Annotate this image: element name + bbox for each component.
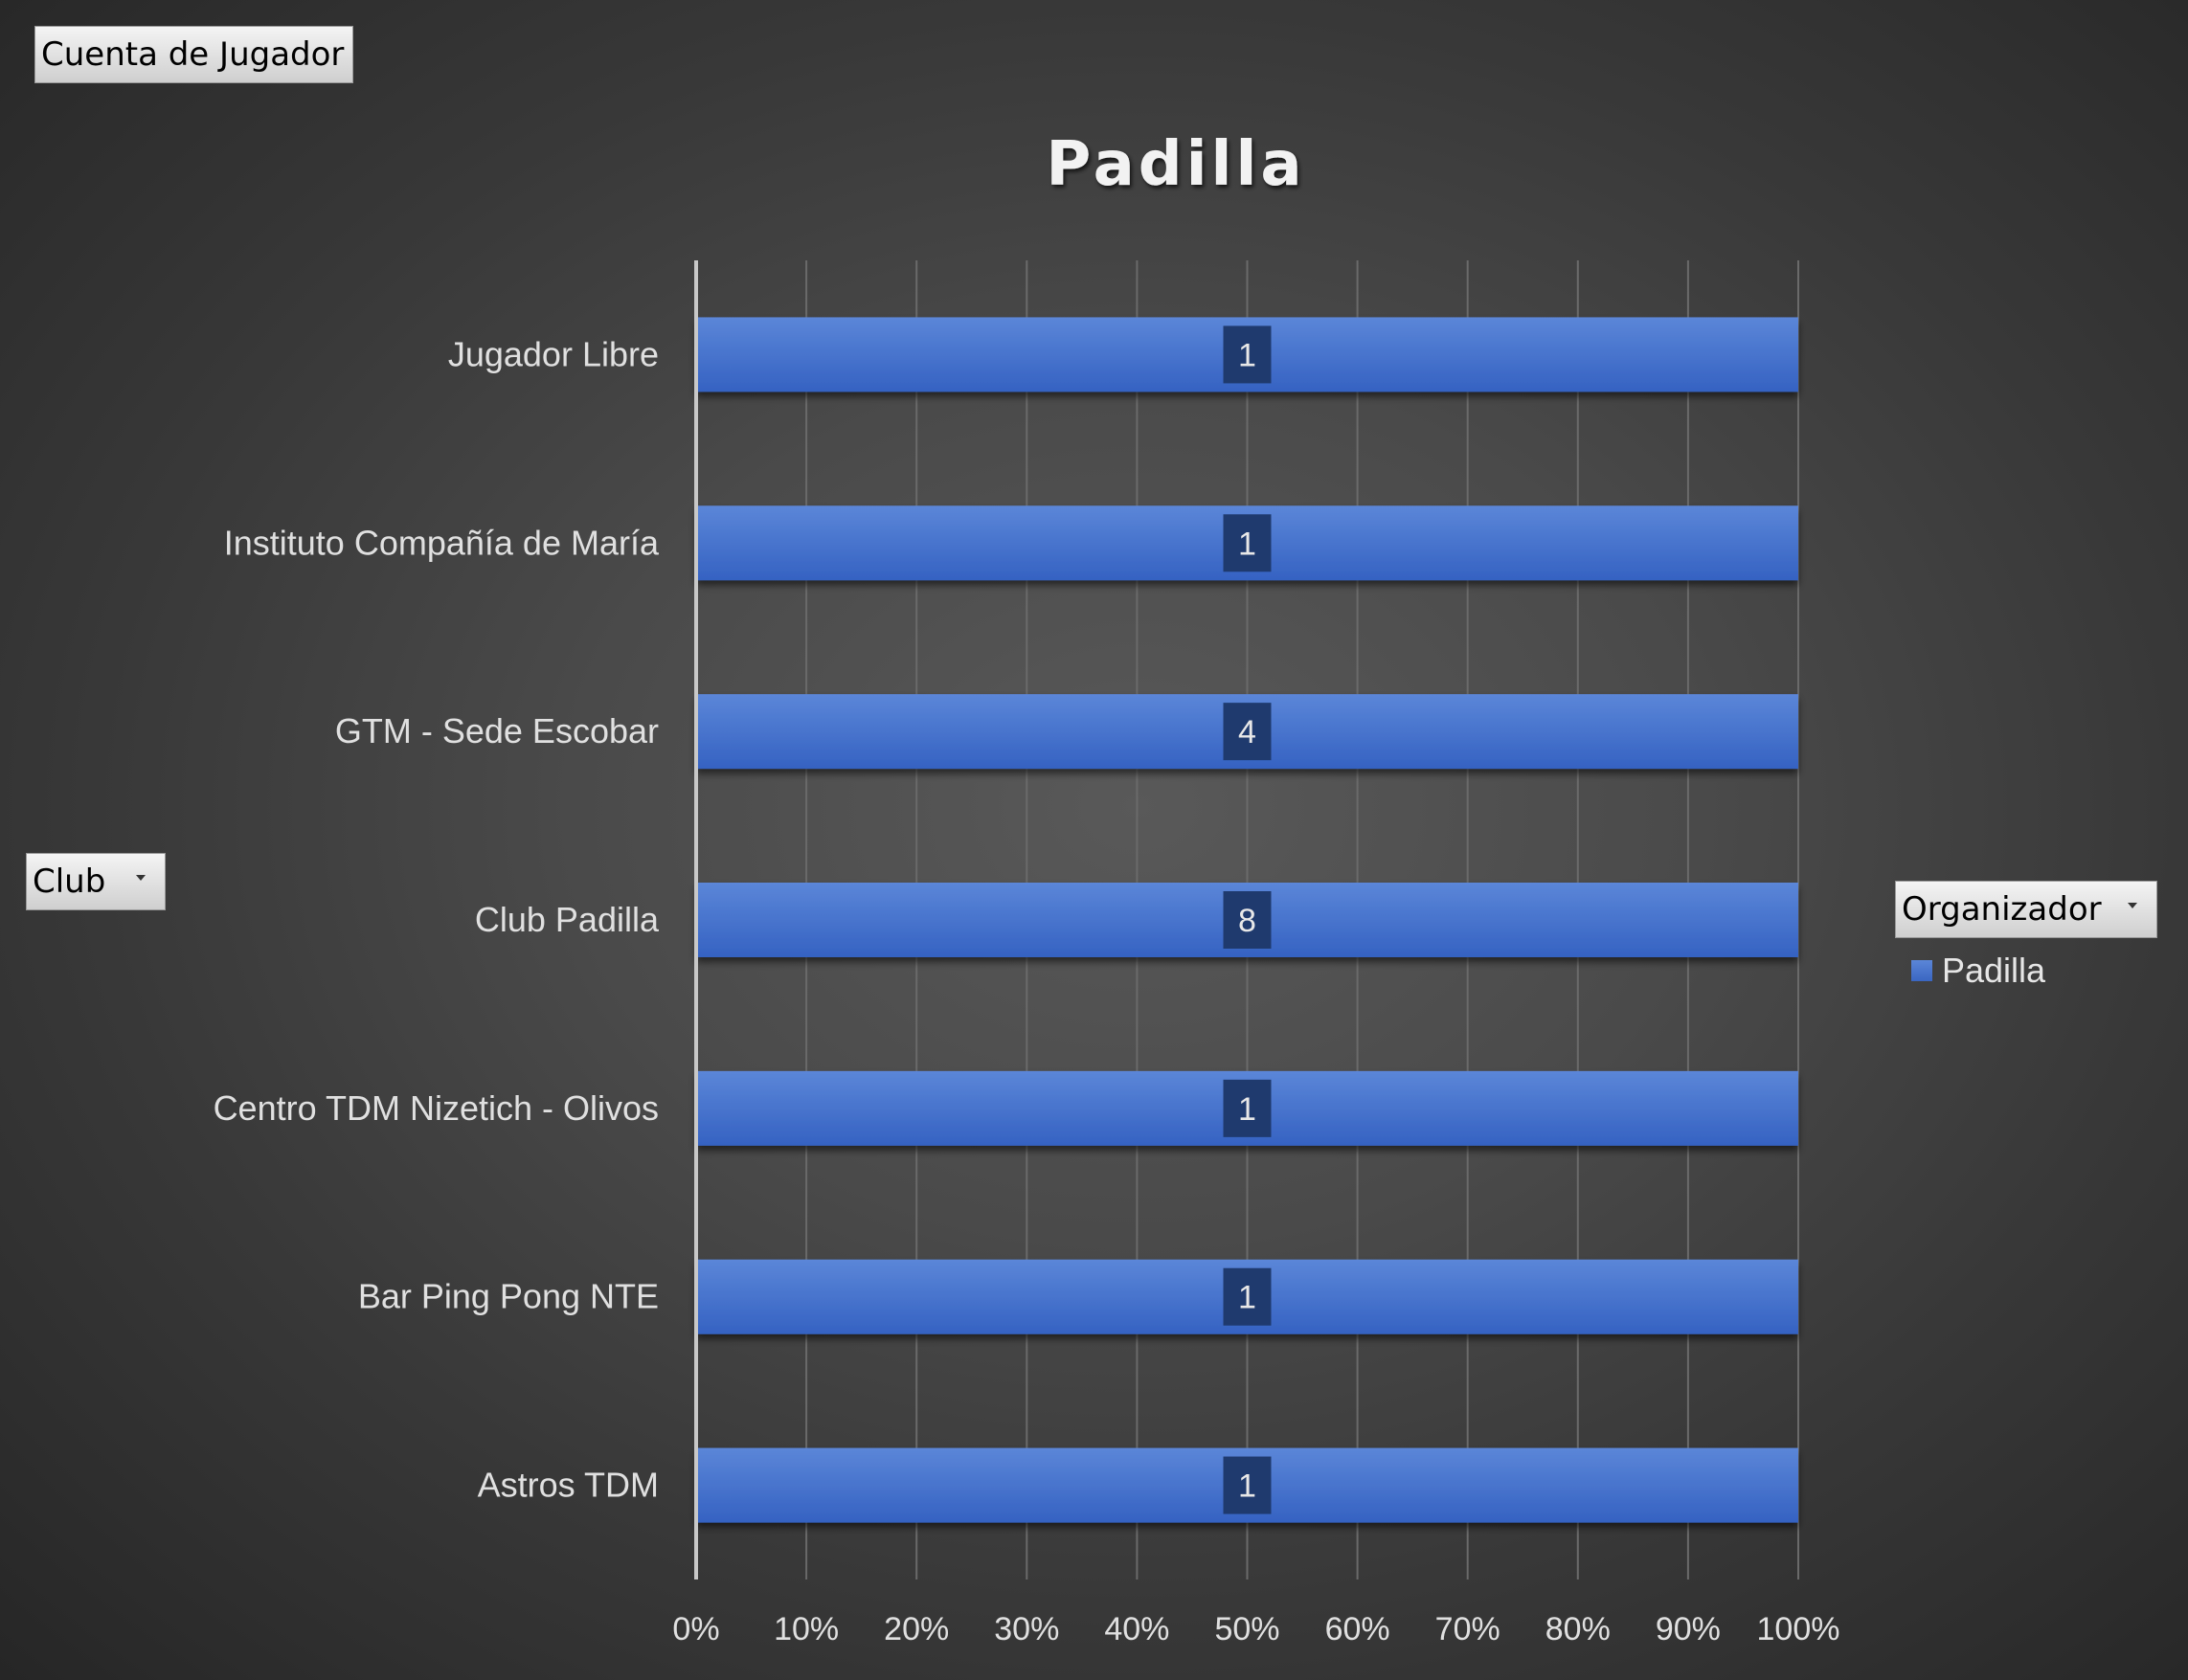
data-label-box — [1223, 1079, 1272, 1137]
data-label-box — [1223, 1267, 1272, 1326]
x-tick-label: 20% — [884, 1611, 949, 1647]
data-label-box — [1223, 703, 1272, 761]
legend-entry: Padilla — [1942, 951, 2046, 990]
data-label: 1 — [1238, 1091, 1256, 1128]
row-field-label: Club — [33, 862, 106, 901]
data-label: 1 — [1238, 1468, 1256, 1505]
column-field-label: Organizador — [1902, 890, 2102, 929]
x-tick-label: 80% — [1545, 1611, 1611, 1647]
data-label: 1 — [1238, 1280, 1256, 1316]
y-category-label: GTM - Sede Escobar — [335, 711, 659, 750]
data-label-box — [1223, 514, 1272, 572]
x-tick-label: 100% — [1757, 1611, 1840, 1647]
x-tick-label: 40% — [1104, 1611, 1169, 1647]
x-tick-label: 50% — [1214, 1611, 1279, 1647]
x-tick-label: 30% — [994, 1611, 1059, 1647]
column-field-button[interactable]: Organizador — [1895, 881, 2157, 938]
chart-title: Padilla — [1046, 129, 1305, 200]
data-label: 4 — [1238, 714, 1256, 750]
y-category-label: Astros TDM — [478, 1466, 659, 1505]
x-tick-label: 60% — [1325, 1611, 1390, 1647]
x-tick-label: 10% — [774, 1611, 839, 1647]
data-label: 1 — [1238, 526, 1256, 562]
y-category-label: Club Padilla — [475, 900, 660, 939]
y-category-label: Bar Ping Pong NTE — [358, 1277, 659, 1316]
data-label: 1 — [1238, 337, 1256, 373]
row-field-button[interactable]: Club — [26, 853, 166, 910]
data-label-box — [1223, 325, 1272, 384]
legend: Padilla — [1911, 951, 2045, 991]
value-field-label: Cuenta de Jugador — [41, 35, 345, 74]
legend-swatch-icon — [1911, 960, 1932, 981]
dropdown-arrow-icon[interactable] — [136, 875, 146, 881]
data-label: 8 — [1238, 903, 1256, 939]
y-category-label: Instituto Compañía de María — [224, 523, 660, 562]
x-tick-label: 70% — [1435, 1611, 1500, 1647]
x-tick-label: 90% — [1656, 1611, 1721, 1647]
y-category-label: Centro TDM Nizetich - Olivos — [214, 1088, 659, 1128]
y-category-label: Jugador Libre — [448, 334, 659, 373]
x-tick-label: 0% — [672, 1611, 719, 1647]
data-label-box — [1223, 891, 1272, 949]
value-field-button[interactable]: Cuenta de Jugador — [34, 26, 353, 83]
data-label-box — [1223, 1456, 1272, 1514]
dropdown-arrow-icon[interactable] — [2128, 903, 2137, 908]
